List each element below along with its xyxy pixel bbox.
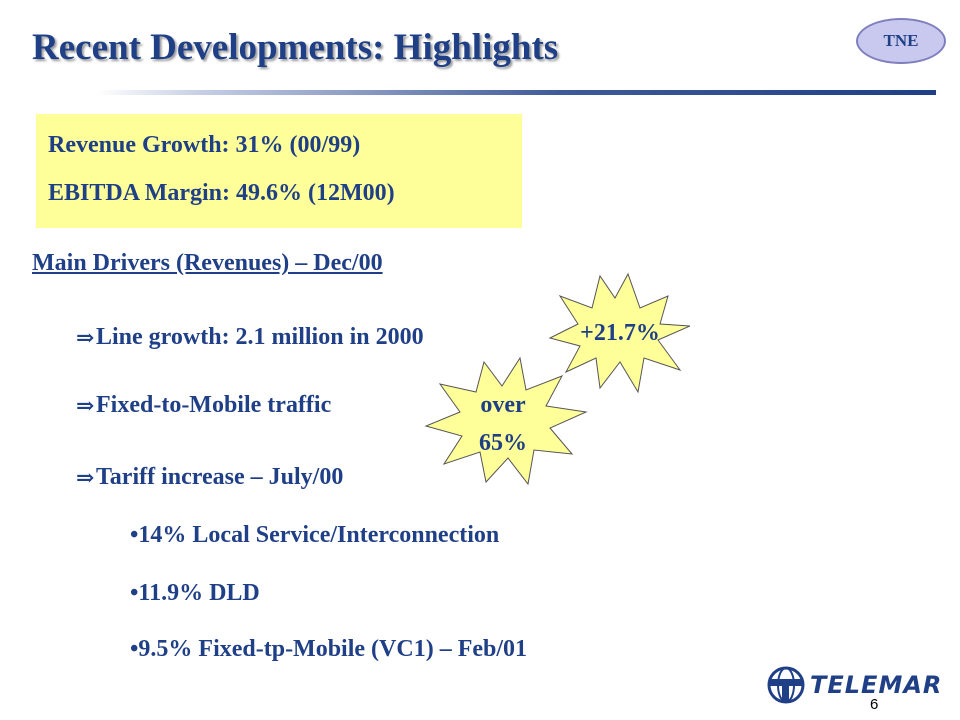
tne-badge: TNE <box>856 18 946 64</box>
sub-item-local-service: •14% Local Service/Interconnection <box>130 522 500 548</box>
driver-fixed-to-mobile: ⇒ Fixed-to-Mobile traffic <box>76 392 331 419</box>
driver-tariff-increase: ⇒ Tariff increase – July/00 <box>76 464 343 491</box>
page-number: 6 <box>870 696 879 713</box>
driver-label: Fixed-to-Mobile traffic <box>96 392 332 418</box>
telemar-globe-icon <box>767 666 805 704</box>
sub-item-fixed-mobile: •9.5% Fixed-tp-Mobile (VC1) – Feb/01 <box>130 636 528 662</box>
slide-title: Recent Developments: Highlights <box>32 27 559 68</box>
ebitda-margin-text: EBITDA Margin: 49.6% (12M00) <box>48 180 395 206</box>
driver-label: Tariff increase – July/00 <box>96 464 344 490</box>
fixed-mobile-callout-line2: 65% <box>479 430 527 456</box>
badge-label: TNE <box>883 31 919 50</box>
driver-line-growth: ⇒ Line growth: 2.1 million in 2000 <box>76 324 424 351</box>
sub-item-dld: •11.9% DLD <box>130 580 260 606</box>
telemar-logo-text: TELEMAR <box>810 671 943 699</box>
starburst-fixed-mobile <box>424 356 588 486</box>
title-divider <box>96 90 936 95</box>
arrow-icon: ⇒ <box>76 392 95 418</box>
highlights-box <box>36 114 522 228</box>
arrow-icon: ⇒ <box>76 464 95 490</box>
line-growth-callout: +21.7% <box>580 320 660 346</box>
arrow-icon: ⇒ <box>76 324 95 350</box>
revenue-growth-text: Revenue Growth: 31% (00/99) <box>48 132 361 158</box>
main-drivers-heading: Main Drivers (Revenues) – Dec/00 <box>32 250 383 276</box>
driver-label: Line growth: 2.1 million in 2000 <box>96 324 424 350</box>
starburst-line-growth <box>548 272 690 394</box>
fixed-mobile-callout-line1: over <box>480 392 526 418</box>
telemar-logo: TELEMAR <box>766 660 946 710</box>
